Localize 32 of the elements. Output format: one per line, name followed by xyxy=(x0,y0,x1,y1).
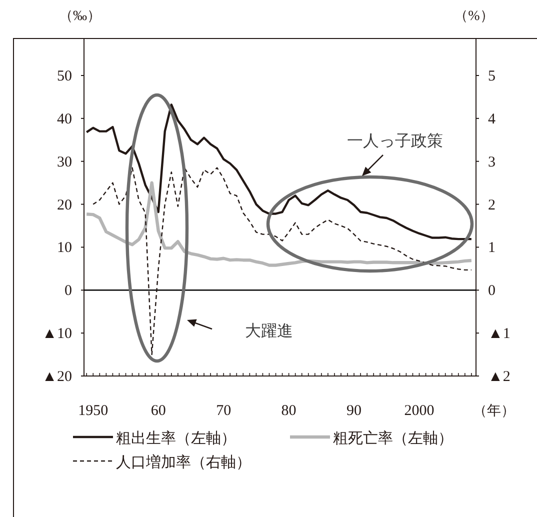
y-tick-label: 40 xyxy=(57,111,72,128)
x-tick-label: 80 xyxy=(281,403,296,419)
y2-tick-label: ▲2 xyxy=(488,369,510,385)
y2-tick-label: 0 xyxy=(488,283,496,300)
y2-tick-label: 4 xyxy=(488,111,496,128)
y2-axis-title: （%） xyxy=(454,9,494,24)
y-tick-label: 30 xyxy=(57,154,72,170)
y2-tick-label: ▲1 xyxy=(488,326,510,342)
legend-label: 粗死亡率（左軸） xyxy=(333,430,453,447)
y-tick-label: ▲20 xyxy=(42,369,72,385)
annotation: 大躍進 xyxy=(245,322,293,340)
annotation: 一人っ子政策 xyxy=(347,132,443,150)
x-tick-label: 1950 xyxy=(78,403,108,419)
legend-label: 粗出生率（左軸） xyxy=(116,430,236,447)
line-series xyxy=(92,167,472,356)
y-tick-label: 50 xyxy=(57,68,72,84)
line-series xyxy=(85,181,474,267)
legend-label: 人口増加率（右軸） xyxy=(116,454,251,471)
y2-tick-label: 1 xyxy=(488,240,496,256)
y-tick-label: ▲10 xyxy=(42,326,72,342)
y-tick-label: 20 xyxy=(57,197,72,214)
x-tick-label: 90 xyxy=(346,403,362,419)
y-tick-label: 10 xyxy=(57,240,72,256)
x-tick-label: 2000 xyxy=(404,403,434,419)
y2-tick-label: 3 xyxy=(488,154,496,170)
x-axis-title: （年） xyxy=(473,403,515,419)
x-tick-label: 60 xyxy=(150,403,166,419)
x-tick-label: 70 xyxy=(216,403,232,419)
y2-tick-label: 2 xyxy=(488,197,496,214)
y-tick-label: 0 xyxy=(64,283,72,300)
y2-tick-label: 5 xyxy=(488,68,496,84)
y-axis-title: （‰） xyxy=(59,9,101,24)
